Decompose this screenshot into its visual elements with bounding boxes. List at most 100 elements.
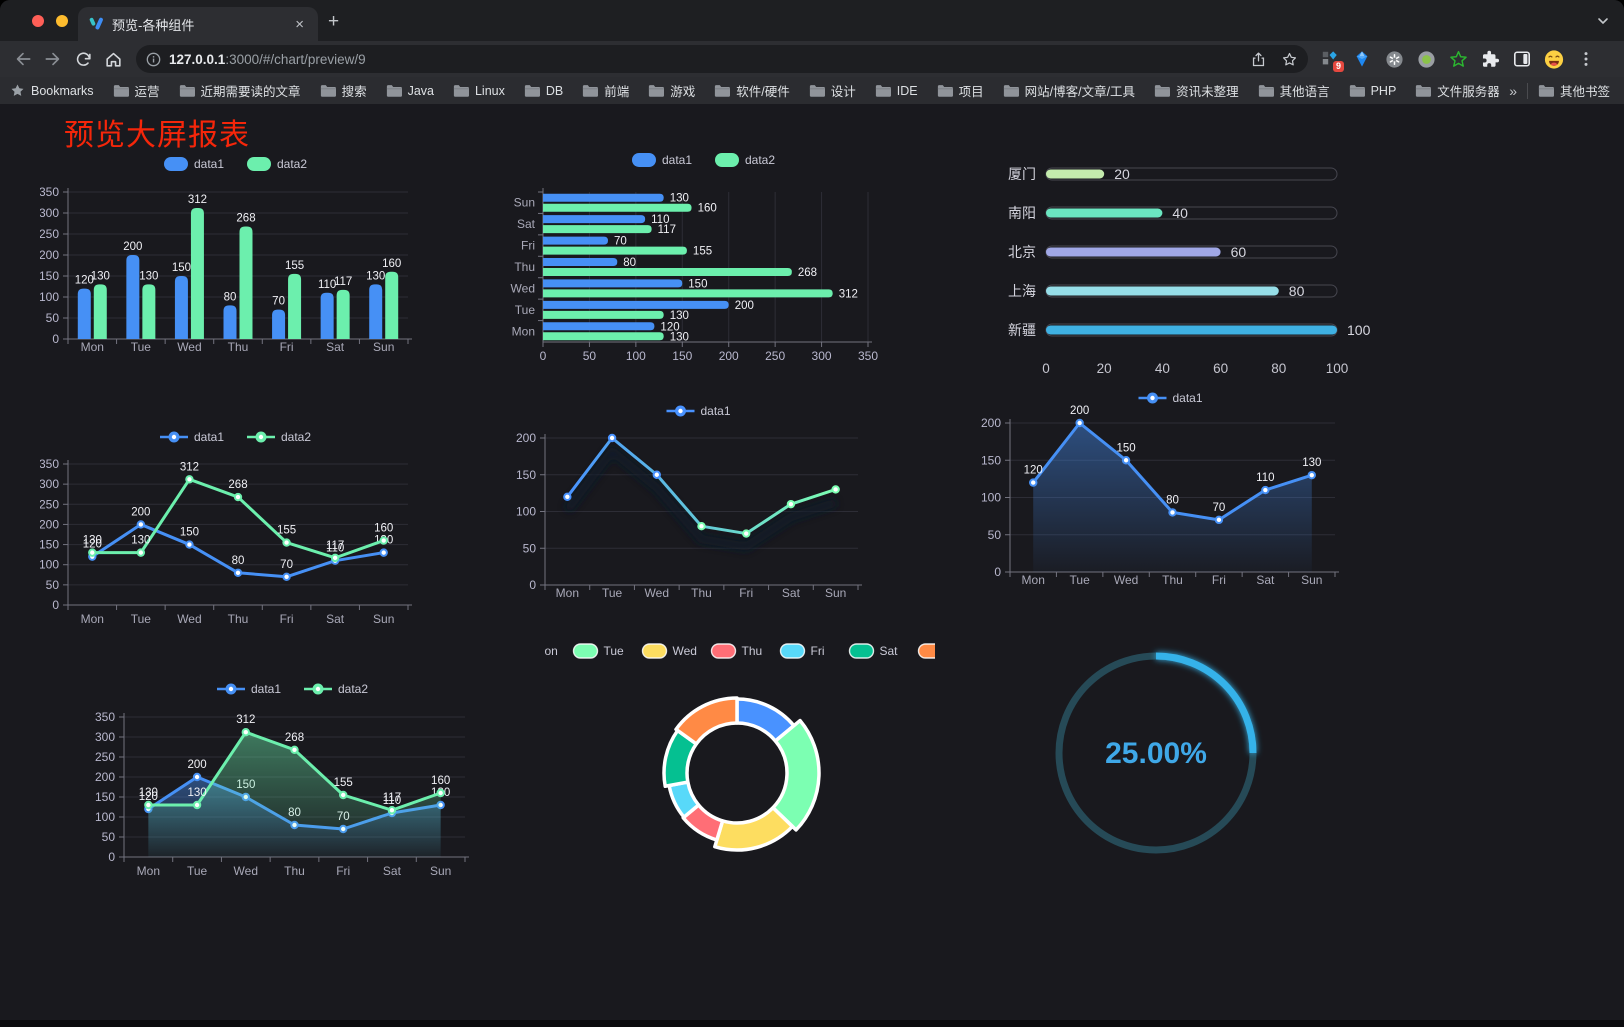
svg-text:Mon: Mon bbox=[1022, 573, 1045, 587]
bookmark-label: IDE bbox=[896, 83, 918, 98]
bookmark-folder-item[interactable]: IDE bbox=[875, 84, 918, 98]
svg-text:150: 150 bbox=[516, 468, 536, 482]
share-icon[interactable] bbox=[1250, 51, 1267, 68]
svg-text:50: 50 bbox=[583, 349, 597, 363]
bookmark-folder-item[interactable]: 网站/博客/文章/工具 bbox=[1003, 81, 1135, 100]
folder-icon bbox=[875, 85, 891, 97]
bookmark-label: 近期需要读的文章 bbox=[200, 85, 301, 99]
tab-close-icon[interactable]: × bbox=[295, 15, 304, 33]
bookmark-folder-item[interactable]: Linux bbox=[453, 84, 505, 98]
svg-text:Thu: Thu bbox=[691, 586, 712, 600]
bookmark-folder-item[interactable]: Java bbox=[386, 84, 434, 98]
side-panel-button[interactable] bbox=[1512, 49, 1532, 69]
svg-text:Sun: Sun bbox=[430, 864, 451, 878]
bookmark-folder-item[interactable]: 近期需要读的文章 bbox=[179, 81, 301, 100]
svg-text:Wed: Wed bbox=[177, 340, 201, 354]
area-line-chart[interactable]: data1 0 50 100 150 200 Mon Tue Wed Thu Fri Sat Sun 12… bbox=[975, 386, 1367, 598]
profile-avatar[interactable] bbox=[1544, 49, 1564, 69]
svg-text:100: 100 bbox=[95, 810, 115, 824]
browser-tab-active[interactable]: 预览-各种组件 × bbox=[78, 7, 318, 41]
forward-button[interactable] bbox=[38, 49, 68, 69]
extension-grid-icon[interactable]: 9 bbox=[1320, 49, 1344, 72]
svg-text:100: 100 bbox=[40, 558, 59, 572]
bookmark-label: 网站/博客/文章/工具 bbox=[1024, 85, 1136, 99]
svg-text:200: 200 bbox=[1070, 405, 1089, 417]
svg-text:40: 40 bbox=[1155, 361, 1170, 376]
back-button[interactable] bbox=[8, 49, 38, 69]
bookmarks-divider bbox=[1526, 82, 1528, 99]
svg-text:160: 160 bbox=[431, 775, 450, 787]
bookmark-label: 前端 bbox=[604, 85, 630, 99]
horizontal-bar-chart[interactable]: data1 data2 0 50 100 150 200 250 300 350 Mon 120 130… bbox=[500, 148, 892, 370]
bookmark-folder-item[interactable]: 设计 bbox=[809, 81, 856, 100]
svg-text:120: 120 bbox=[75, 275, 94, 287]
svg-text:130: 130 bbox=[670, 193, 689, 205]
svg-text:data1: data1 bbox=[701, 404, 731, 418]
progress-ring-gauge[interactable]: 25.00% bbox=[1040, 638, 1280, 878]
two-series-area-line-chart[interactable]: data1 data2 0 50 100 150 200 250 300 350 Mon Tue Wed… bbox=[95, 674, 487, 890]
svg-text:312: 312 bbox=[236, 714, 255, 726]
bookmark-folder-item[interactable]: DB bbox=[524, 84, 563, 98]
svg-text:150: 150 bbox=[40, 269, 59, 283]
bookmarks-overflow-button[interactable]: » bbox=[1509, 82, 1517, 99]
bookmark-folder-item[interactable]: 项目 bbox=[937, 81, 984, 100]
svg-text:120: 120 bbox=[660, 321, 679, 333]
extension-green-star-icon[interactable] bbox=[1448, 49, 1468, 69]
svg-text:Wed: Wed bbox=[1114, 573, 1138, 587]
svg-text:80: 80 bbox=[1289, 283, 1305, 299]
extension-gem-icon[interactable] bbox=[1352, 49, 1372, 69]
svg-text:250: 250 bbox=[765, 349, 785, 363]
folder-icon bbox=[937, 85, 953, 97]
svg-text:data2: data2 bbox=[338, 682, 368, 696]
bookmark-folder-item[interactable]: 其他语言 bbox=[1258, 81, 1330, 100]
svg-text:150: 150 bbox=[672, 349, 692, 363]
bookmark-folder-item[interactable]: 搜索 bbox=[320, 81, 367, 100]
bookmark-folder-item[interactable]: 运营 bbox=[113, 81, 160, 100]
window-close-button[interactable] bbox=[32, 15, 44, 27]
capsule-progress-chart[interactable]: 厦门 20 南阳 40 北京 60 上海 80 新疆 100 0 20 40 60 80 100 bbox=[990, 148, 1382, 388]
folder-icon bbox=[320, 85, 336, 97]
other-bookmarks-button[interactable]: 其他书签 bbox=[1538, 81, 1610, 100]
bookmark-folder-item[interactable]: 软件/硬件 bbox=[714, 81, 790, 100]
bookmark-star-icon[interactable] bbox=[1281, 51, 1298, 68]
bookmark-label: 项目 bbox=[958, 85, 984, 99]
extension-asterisk-icon[interactable] bbox=[1384, 49, 1404, 69]
two-series-line-chart[interactable]: data1 data2 0 50 100 150 200 250 300 350 Mon Tue Wed… bbox=[39, 424, 432, 636]
reload-button[interactable] bbox=[68, 50, 98, 69]
svg-text:160: 160 bbox=[374, 523, 393, 535]
folder-icon bbox=[809, 85, 825, 97]
svg-text:Tue: Tue bbox=[602, 586, 623, 600]
home-button[interactable] bbox=[98, 50, 128, 69]
browser-menu-button[interactable] bbox=[1576, 49, 1596, 69]
svg-text:117: 117 bbox=[326, 540, 344, 552]
bookmark-folder-item[interactable]: 前端 bbox=[582, 81, 629, 100]
bookmark-label: Bookmarks bbox=[31, 83, 94, 98]
bookmarks-root-item[interactable]: Bookmarks bbox=[10, 83, 94, 98]
new-tab-button[interactable]: + bbox=[328, 11, 340, 32]
extension-green-dot-icon[interactable] bbox=[1416, 49, 1436, 69]
svg-text:110: 110 bbox=[383, 795, 401, 807]
svg-text:Mon: Mon bbox=[512, 324, 535, 338]
grouped-bar-chart[interactable]: data1 data2 0 50 100 150 200 250 300 350 Mon Tue Wed… bbox=[39, 148, 432, 368]
c4-svg: data1 data2 0 50 100 150 200 250 300 350 Mon Tue Wed… bbox=[39, 430, 412, 626]
address-bar[interactable]: 127.0.0.1:3000/#/chart/preview/9 bbox=[136, 45, 1308, 73]
svg-text:80: 80 bbox=[224, 291, 237, 303]
svg-text:Sat: Sat bbox=[1256, 573, 1275, 587]
svg-text:0: 0 bbox=[108, 850, 115, 864]
bookmark-folder-item[interactable]: 文件服务器 bbox=[1415, 81, 1499, 100]
gradient-line-chart[interactable]: data1 0 50 100 150 200 Mon Tue Wed Thu Fri Sat Sun bbox=[505, 399, 897, 611]
bookmark-label: 运营 bbox=[134, 85, 160, 99]
svg-text:250: 250 bbox=[95, 750, 115, 764]
svg-text:50: 50 bbox=[46, 311, 60, 325]
bookmark-folder-item[interactable]: 资讯未整理 bbox=[1154, 81, 1239, 100]
window-minimize-button[interactable] bbox=[56, 15, 68, 27]
svg-text:北京: 北京 bbox=[1008, 244, 1036, 260]
bookmark-folder-item[interactable]: 游戏 bbox=[648, 81, 695, 100]
tab-search-chevron-icon[interactable] bbox=[1596, 14, 1610, 28]
bookmark-folder-item[interactable]: PHP bbox=[1349, 84, 1396, 98]
svg-text:150: 150 bbox=[40, 538, 59, 552]
folder-icon bbox=[1154, 85, 1171, 97]
page-info-icon[interactable] bbox=[146, 52, 161, 67]
extensions-puzzle-button[interactable] bbox=[1480, 49, 1500, 69]
